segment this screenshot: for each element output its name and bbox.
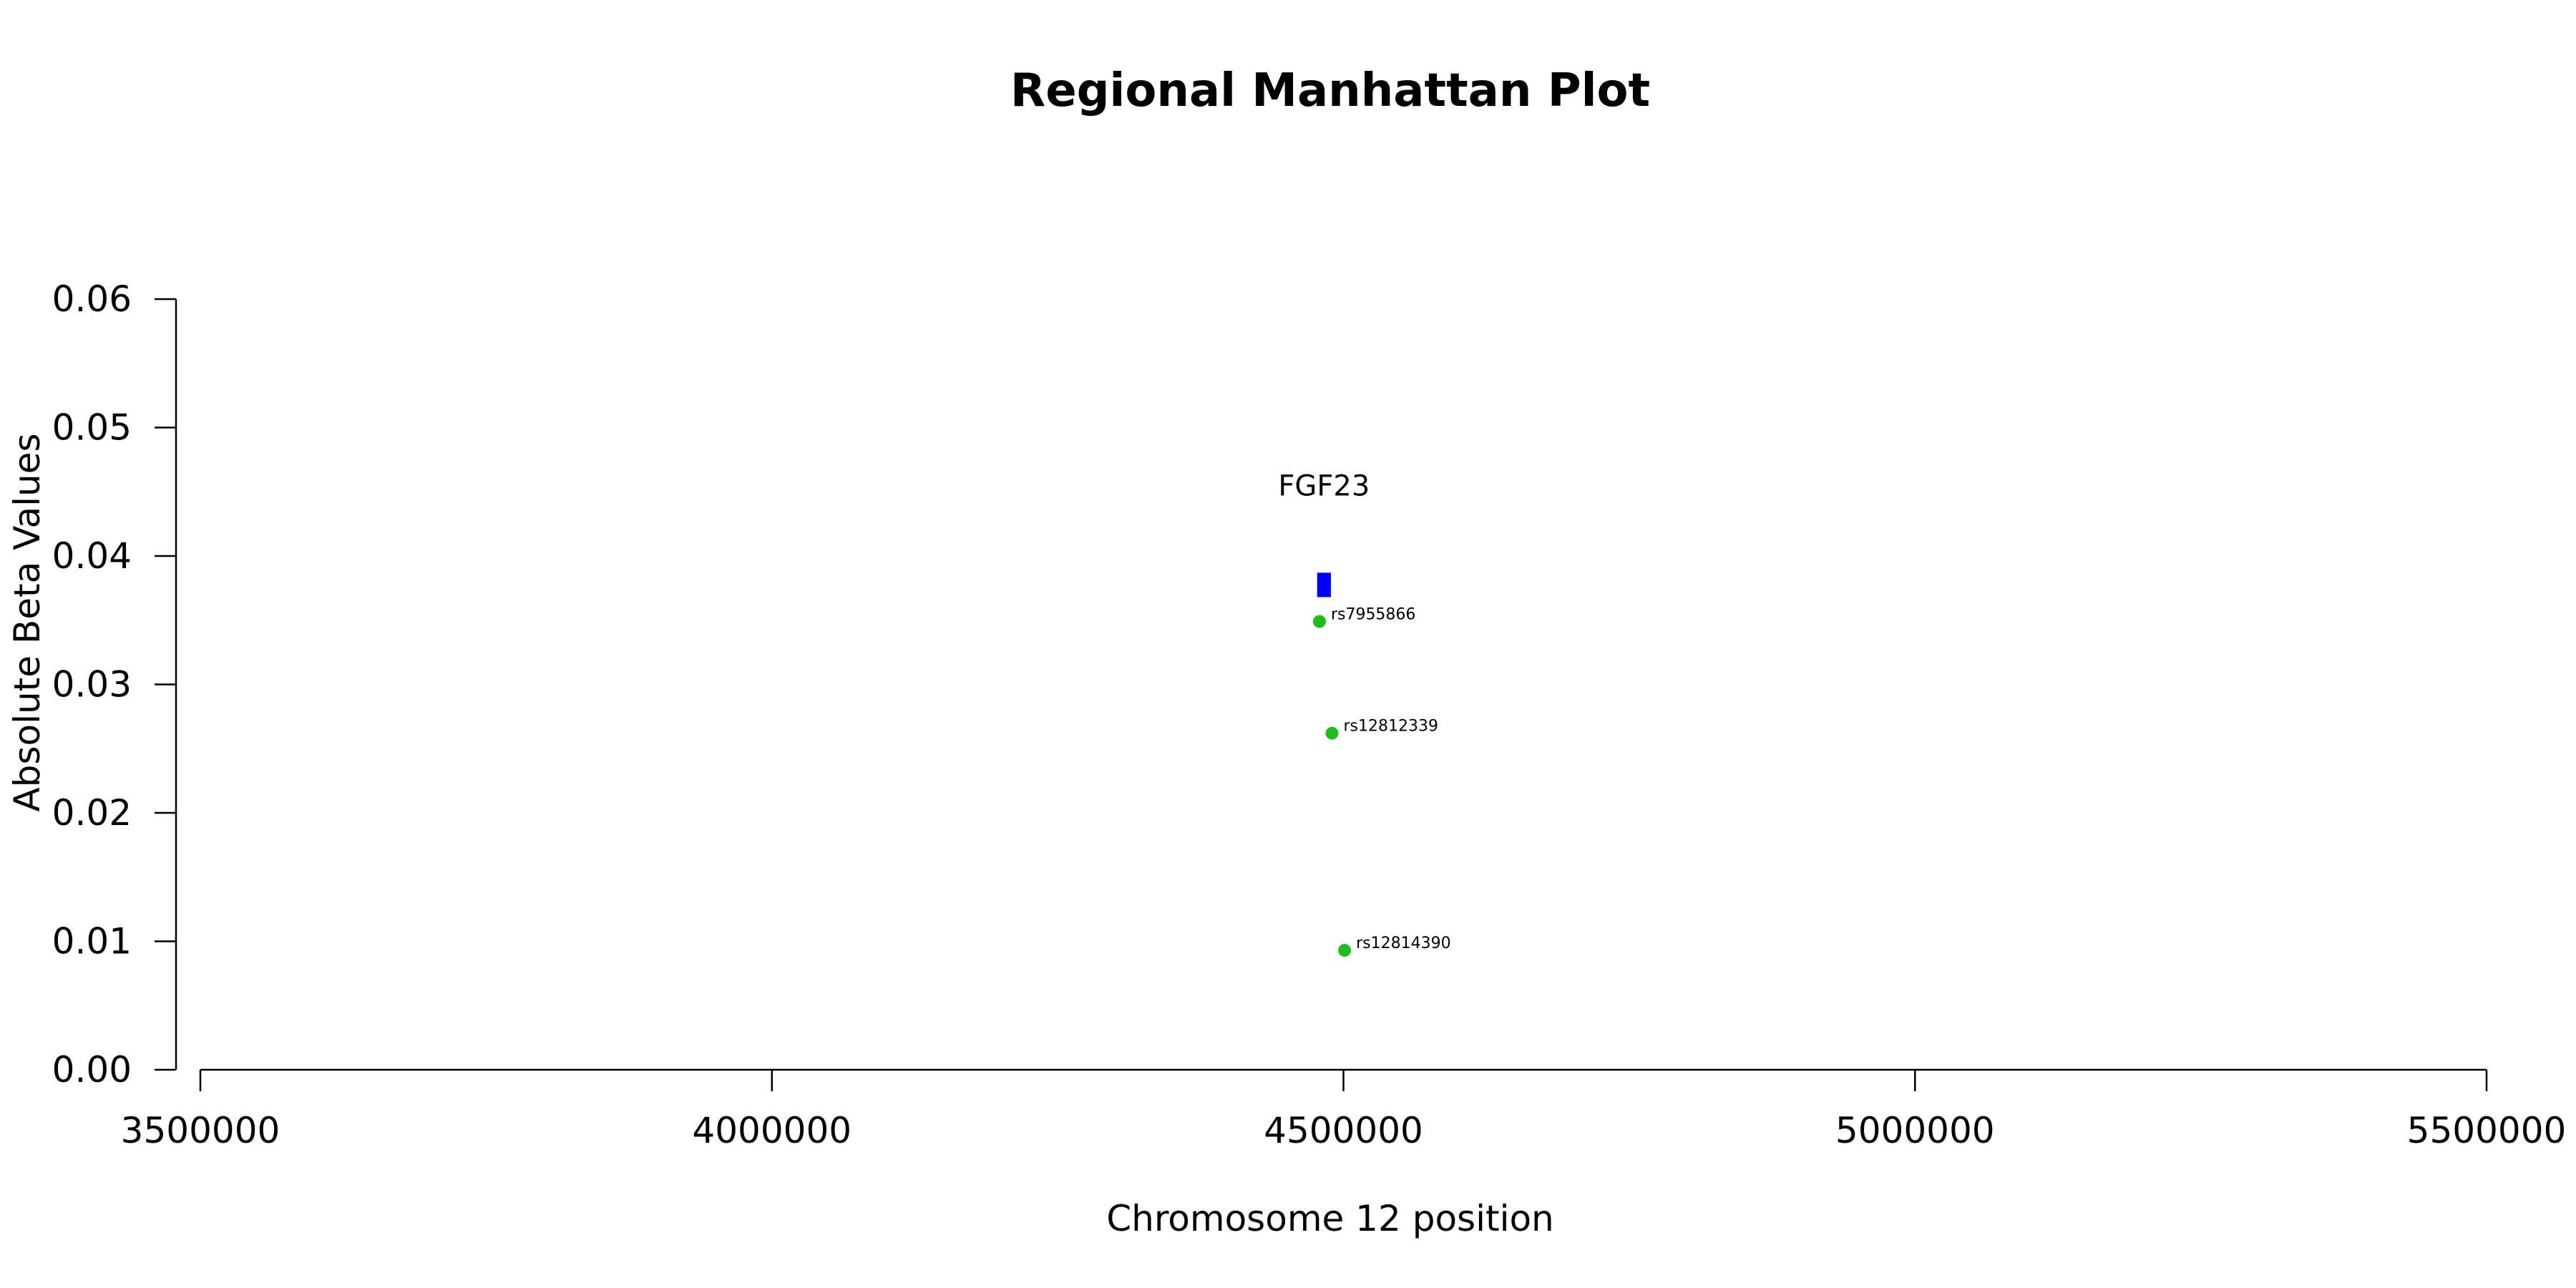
x-axis: 3500000 4000000 4500000 5000000 5500000 (121, 1068, 2567, 1151)
x-tick-label: 5500000 (2407, 1110, 2567, 1151)
y-tick-label: 0.01 (52, 921, 132, 962)
x-tick-label: 3500000 (121, 1110, 280, 1151)
y-tick-label: 0.03 (52, 664, 132, 706)
y-axis-label: Absolute Beta Values (6, 434, 48, 812)
y-tick-label: 0.04 (52, 535, 132, 577)
x-axis-label: Chromosome 12 position (1106, 1198, 1554, 1239)
y-tick-label: 0.05 (52, 407, 132, 449)
snp-label: rs12812339 (1344, 718, 1438, 736)
y-tick-label: 0.06 (52, 278, 132, 320)
gene-rect (1317, 572, 1331, 597)
gene-layer: FGF23 (1278, 469, 1370, 597)
x-tick-label: 4500000 (1264, 1110, 1423, 1151)
snp-label: rs12814390 (1356, 935, 1450, 952)
x-tick-label: 4000000 (692, 1110, 852, 1151)
snp-points-layer: rs7955866 rs12812339 rs12814390 (1312, 606, 1451, 957)
y-axis: 0.00 0.01 0.02 0.03 0.04 0.05 0.06 (52, 278, 177, 1091)
snp-point (1312, 615, 1326, 628)
snp-label: rs7955866 (1331, 606, 1416, 624)
chart-title: Regional Manhattan Plot (1010, 64, 1650, 117)
x-tick-label: 5000000 (1835, 1110, 1995, 1151)
gene-label: FGF23 (1278, 469, 1370, 502)
y-tick-label: 0.02 (52, 792, 132, 834)
snp-point (1325, 726, 1339, 740)
y-tick-label: 0.00 (52, 1049, 132, 1091)
snp-point (1338, 944, 1352, 957)
